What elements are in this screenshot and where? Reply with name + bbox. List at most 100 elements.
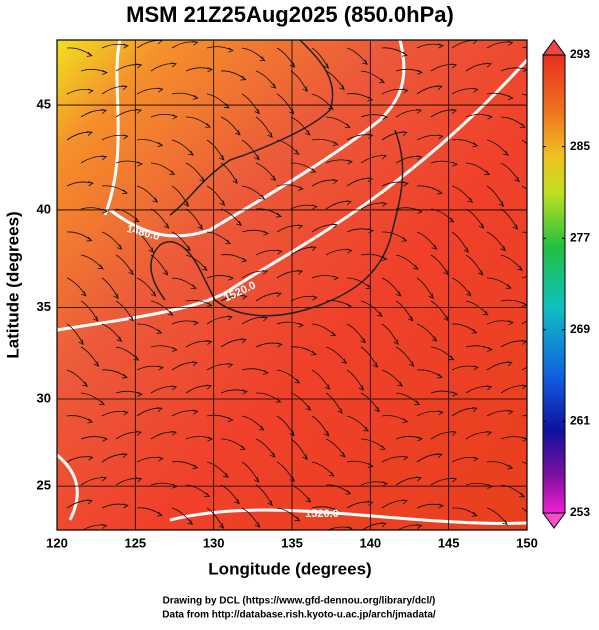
arrowhead <box>207 436 213 442</box>
arrowhead <box>192 94 199 100</box>
arrowhead <box>187 519 194 525</box>
y-tick-label: 35 <box>37 299 51 314</box>
arrowhead <box>486 385 493 391</box>
arrowhead <box>294 378 301 384</box>
streamline <box>80 300 99 322</box>
arrowhead <box>199 176 205 183</box>
y-tick-label: 45 <box>37 96 51 111</box>
arrowhead <box>345 200 352 206</box>
arrowhead <box>254 154 260 161</box>
arrowhead <box>288 109 295 115</box>
colorbar-tick-label: 293 <box>570 47 590 61</box>
x-tick-label: 130 <box>203 535 225 550</box>
arrowhead <box>483 540 488 544</box>
arrowhead <box>365 284 372 289</box>
arrowhead <box>402 418 409 424</box>
arrowhead <box>156 329 163 334</box>
arrowhead <box>116 244 123 250</box>
arrowhead <box>262 369 269 375</box>
arrowhead <box>360 337 366 344</box>
arrowhead <box>170 62 177 68</box>
arrowhead <box>241 294 248 300</box>
streamline <box>185 162 205 182</box>
arrowhead <box>86 236 93 242</box>
arrowhead <box>472 456 479 462</box>
streamline <box>381 323 399 345</box>
arrowhead <box>471 407 478 412</box>
arrowhead <box>235 130 241 136</box>
arrowhead <box>219 154 225 161</box>
arrowhead <box>123 503 129 509</box>
arrowhead <box>401 236 408 242</box>
arrowhead <box>192 40 199 46</box>
streamline <box>521 276 527 279</box>
arrowhead <box>403 181 409 187</box>
streamline <box>206 185 225 206</box>
streamline <box>346 323 366 343</box>
streamline <box>186 531 204 550</box>
arrowhead <box>128 315 134 322</box>
arrowhead <box>417 69 423 75</box>
arrowhead <box>347 159 353 165</box>
arrowhead <box>218 523 224 529</box>
arrowhead <box>377 311 383 317</box>
streamline <box>150 300 174 316</box>
streamline <box>430 208 454 223</box>
arrowhead <box>258 425 265 431</box>
streamline <box>536 531 552 551</box>
arrowhead <box>463 247 469 254</box>
streamline <box>521 461 527 465</box>
streamline <box>451 277 472 297</box>
arrowhead <box>226 315 233 321</box>
footer-line: Data from http://database.rish.kyoto-u.a… <box>162 610 436 621</box>
contour <box>103 40 122 216</box>
colorbar-tick-label: 277 <box>570 230 590 244</box>
streamline <box>465 300 489 316</box>
streamline <box>115 208 139 222</box>
arrowhead <box>86 499 93 505</box>
arrowhead <box>157 87 164 93</box>
arrowhead <box>205 384 212 390</box>
footer-line: Drawing by DCL (https://www.gfd-dennou.o… <box>163 596 436 607</box>
streamline <box>465 162 490 175</box>
streamline <box>311 461 335 477</box>
y-tick-label: 30 <box>37 390 51 405</box>
colorbar-cap <box>542 39 566 56</box>
arrowhead <box>239 445 246 450</box>
arrowhead <box>417 436 423 442</box>
arrowhead <box>415 476 422 482</box>
arrowhead <box>172 114 178 120</box>
arrowhead <box>297 185 304 191</box>
streamline <box>325 116 351 128</box>
streamline <box>290 484 311 503</box>
arrowhead <box>466 291 472 297</box>
arrowhead <box>310 246 317 252</box>
streamline <box>255 392 281 403</box>
streamline <box>521 46 527 49</box>
streamline <box>416 231 437 250</box>
arrowhead <box>330 331 337 337</box>
streamline <box>185 254 208 271</box>
arrowhead <box>438 503 444 509</box>
arrowhead <box>122 410 129 416</box>
arrowhead <box>122 189 128 195</box>
arrowhead <box>136 108 142 114</box>
arrowhead <box>367 96 374 102</box>
arrowhead <box>298 322 304 328</box>
streamline <box>206 507 224 529</box>
arrowhead <box>152 197 159 203</box>
arrowhead <box>99 400 106 406</box>
arrowhead <box>324 430 330 437</box>
streamline <box>381 231 407 242</box>
streamline <box>255 70 276 89</box>
arrowhead <box>157 142 164 148</box>
arrowhead <box>487 114 493 120</box>
arrowhead <box>167 310 174 316</box>
y-tick-label: 40 <box>37 201 51 216</box>
arrowhead <box>448 217 455 223</box>
arrowhead <box>88 181 94 187</box>
arrowhead <box>521 339 527 345</box>
arrowhead <box>484 170 491 176</box>
arrowhead <box>519 492 525 498</box>
streamline <box>136 323 162 334</box>
